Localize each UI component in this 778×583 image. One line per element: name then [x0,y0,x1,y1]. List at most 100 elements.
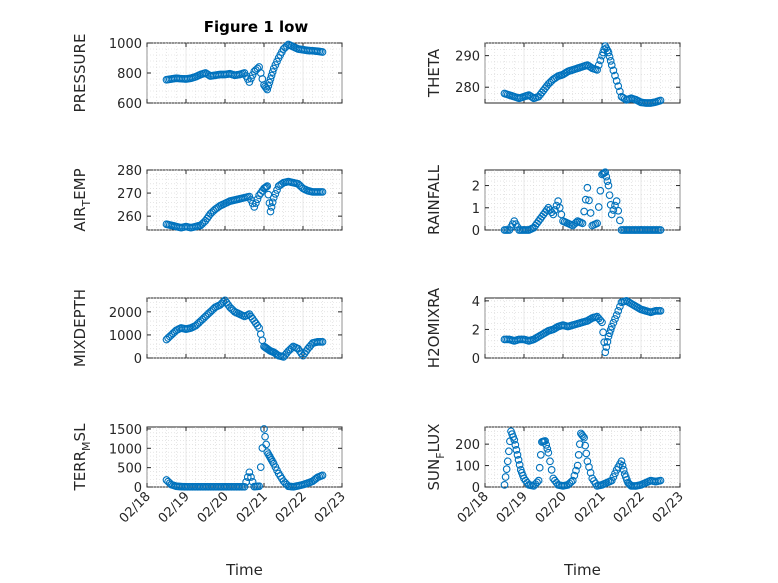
panel-theta: 280 290 THETA [425,42,681,107]
grid [484,426,681,488]
data-point [609,318,618,327]
data-point [616,87,624,96]
x-tick-label: 02/19 [494,489,531,526]
data-point [598,318,606,327]
y-axis-label: H2OMIXRA [425,287,443,368]
data-point [268,198,277,207]
data-markers [162,40,327,94]
data-point [271,189,280,198]
y-tick-label: 500 [117,462,142,477]
data-markers [162,296,327,361]
data-point [265,78,274,87]
data-point [603,337,612,346]
data-point [245,78,254,86]
data-point [609,206,618,214]
data-point [605,52,614,61]
data-point [533,478,541,487]
data-point [243,473,252,481]
data-point [607,322,616,331]
y-tick-label: 1000 [109,442,142,457]
data-point [297,349,306,358]
data-point [573,461,582,470]
data-point [612,77,621,85]
data-point [263,182,272,191]
data-point [614,206,623,215]
data-point [262,440,271,449]
data-markers [162,177,327,232]
data-point [510,436,519,444]
data-point [501,473,510,481]
data-point [609,66,618,75]
y-axis-label: RAINFALL [425,164,443,235]
data-point [604,332,613,341]
data-point [596,186,605,195]
data-point [607,61,616,69]
data-point [504,447,513,456]
data-point [656,96,665,105]
data-point [541,437,549,445]
y-tick-label: 0 [472,224,480,239]
data-point [594,203,603,211]
data-point [656,476,665,485]
data-point [261,183,269,192]
y-tick-label: 2 [472,180,480,195]
data-point [255,482,263,491]
data-point [318,48,327,56]
data-point [515,461,524,469]
y-tick-label: 290 [455,50,480,65]
data-point [260,425,268,433]
y-tick-label: 600 [117,97,142,112]
data-point [535,463,544,472]
x-tick-label: 02/22 [611,489,648,526]
x-tick-label: 02/22 [273,489,310,526]
data-point [601,348,610,357]
data-point [250,203,259,211]
panel-mixdepth: 0 1000 2000 MIXDEPTH [71,289,343,367]
data-point [602,343,611,351]
y-axis-label: SUNFLUX [425,424,447,491]
data-point [543,444,552,453]
data-point [578,219,587,228]
data-point [616,216,624,225]
data-point [549,210,558,219]
y-axis-label: TERRMSL [71,423,93,492]
x-tick-label: 02/23 [312,489,349,526]
data-markers [500,168,665,234]
data-point [513,451,522,459]
x-axis-label: Time [225,561,263,579]
y-tick-label: 0 [134,481,142,496]
grid [146,297,343,359]
data-point [583,183,592,192]
x-axis-label: Time [563,561,601,579]
y-axis-label: MIXDEPTH [71,289,89,367]
data-point [607,210,616,219]
data-point [253,321,262,330]
data-point [546,457,554,466]
data-point [271,61,280,69]
data-point [612,311,621,319]
data-point [542,441,551,449]
data-point [570,471,579,480]
data-point [262,84,271,92]
data-point [503,457,512,466]
data-markers [500,42,665,107]
y-tick-label: 100 [455,460,480,475]
data-point [318,188,327,196]
data-point [551,206,559,214]
data-point [574,451,583,459]
y-tick-label: 0 [472,481,480,496]
data-point [265,199,274,207]
data-point [262,183,271,191]
y-tick-label: 280 [117,164,142,179]
data-point [614,82,623,91]
data-point [618,461,627,470]
data-point [581,441,590,450]
grid [484,170,681,231]
data-point [318,471,327,480]
data-markers [500,427,665,490]
y-tick-label: 1500 [109,423,142,438]
data-point [247,473,255,481]
y-tick-label: 4 [472,295,480,310]
x-tick-label: 02/20 [195,489,232,526]
